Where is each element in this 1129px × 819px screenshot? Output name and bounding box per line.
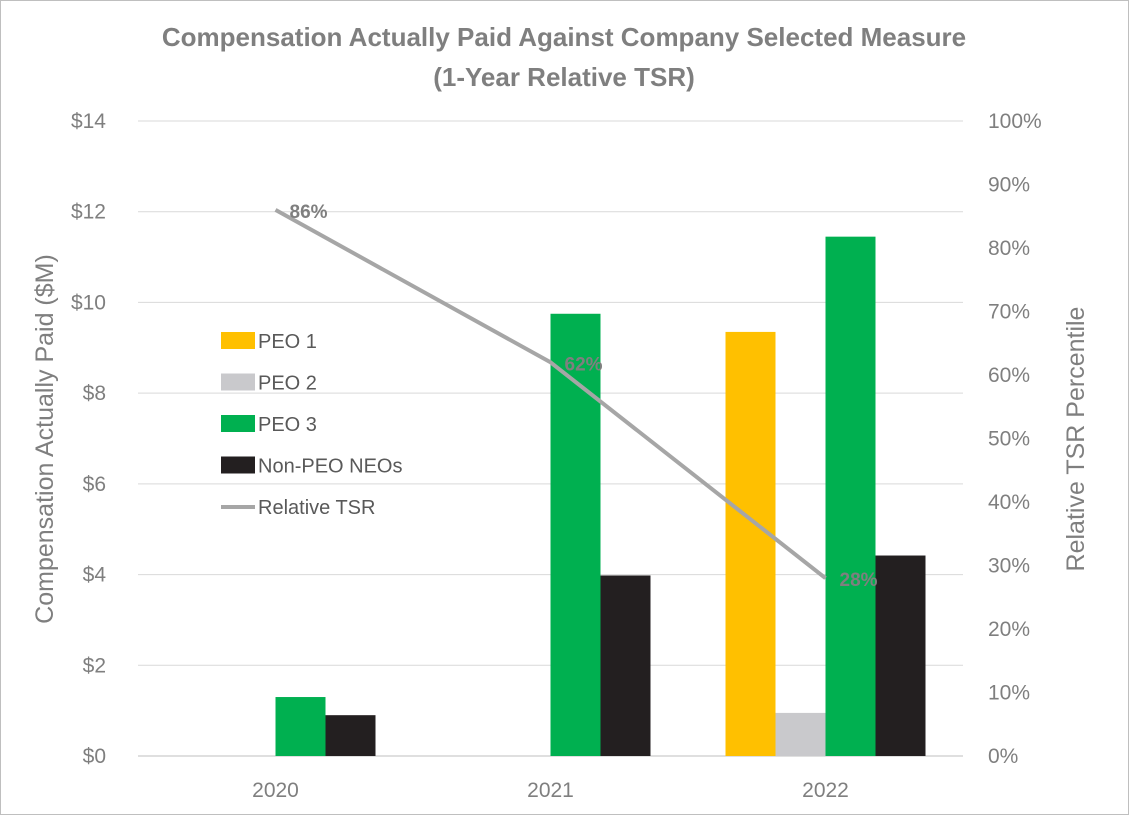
legend-label-peo-2: PEO 2 xyxy=(258,373,317,395)
legend-swatch-peo-1 xyxy=(221,332,255,349)
legend-swatch-non-peo-neos xyxy=(221,456,255,474)
y2-axis-title: Relative TSR Percentile xyxy=(1062,307,1090,572)
tsr-data-label: 62% xyxy=(565,354,603,375)
tsr-line-series: 86% 62% 28% xyxy=(274,202,878,591)
legend-swatch-peo-3 xyxy=(221,415,255,432)
y2-tick-label: 100% xyxy=(988,110,1042,133)
legend-label-peo-1: PEO 1 xyxy=(258,331,317,353)
bar-peo-3-2021 xyxy=(550,313,601,756)
y2-tick-label: 0% xyxy=(988,745,1018,768)
y2-tick-label: 50% xyxy=(988,428,1030,451)
bar-series xyxy=(275,236,926,757)
y2-tick-label: 70% xyxy=(988,301,1030,324)
y-axis-title: Compensation Actually Paid ($M) xyxy=(31,254,59,624)
y-tick-label: $0 xyxy=(83,745,106,768)
bar-non-peo-neos-2020 xyxy=(325,715,376,756)
y-tick-label: $2 xyxy=(83,654,106,677)
tsr-data-label: 86% xyxy=(290,202,328,223)
legend-label-relative-tsr: Relative TSR xyxy=(258,497,375,519)
y-tick-label: $12 xyxy=(71,201,106,224)
x-tick-label: 2022 xyxy=(802,779,849,802)
bar-peo-3-2020 xyxy=(275,697,326,756)
bar-non-peo-neos-2021 xyxy=(600,575,651,756)
y-tick-label: $8 xyxy=(83,382,106,405)
y-tick-label: $6 xyxy=(83,473,106,496)
y2-tick-label: 40% xyxy=(988,491,1030,514)
x-axis-ticks: 2020 2021 2022 xyxy=(252,779,849,802)
y-tick-label: $4 xyxy=(83,564,107,587)
y-tick-label: $14 xyxy=(71,110,106,133)
legend-swatch-peo-2 xyxy=(221,373,255,391)
y2-tick-label: 30% xyxy=(988,555,1030,578)
y-tick-label: $10 xyxy=(71,291,106,314)
x-tick-label: 2021 xyxy=(527,779,574,802)
chart-title: Compensation Actually Paid Against Compa… xyxy=(162,22,966,52)
legend-label-peo-3: PEO 3 xyxy=(258,414,317,436)
bar-peo-3-2022 xyxy=(825,236,876,757)
y2-tick-label: 10% xyxy=(988,682,1030,705)
y2-tick-label: 90% xyxy=(988,174,1030,197)
bar-non-peo-neos-2022 xyxy=(875,555,926,756)
x-tick-label: 2020 xyxy=(252,779,299,802)
chart-subtitle: (1-Year Relative TSR) xyxy=(433,62,695,92)
right-axis-ticks: 0% 10% 20% 30% 40% 50% 60% 70% 80% 90% 100% xyxy=(988,110,1042,768)
legend-label-non-peo-neos: Non-PEO NEOs xyxy=(258,456,402,478)
tsr-data-label: 28% xyxy=(840,570,878,591)
tsr-line xyxy=(274,208,827,580)
y2-tick-label: 20% xyxy=(988,618,1030,641)
left-axis-ticks: $0 $2 $4 $6 $8 $10 $12 $14 xyxy=(71,110,106,768)
bar-peo-2-2022 xyxy=(775,712,826,756)
y2-tick-label: 60% xyxy=(988,364,1030,387)
legend: PEO 1 PEO 2 PEO 3 Non-PEO NEOs Relative TSR xyxy=(221,331,402,519)
y2-tick-label: 80% xyxy=(988,237,1030,260)
bar-peo-1-2022 xyxy=(725,331,776,756)
